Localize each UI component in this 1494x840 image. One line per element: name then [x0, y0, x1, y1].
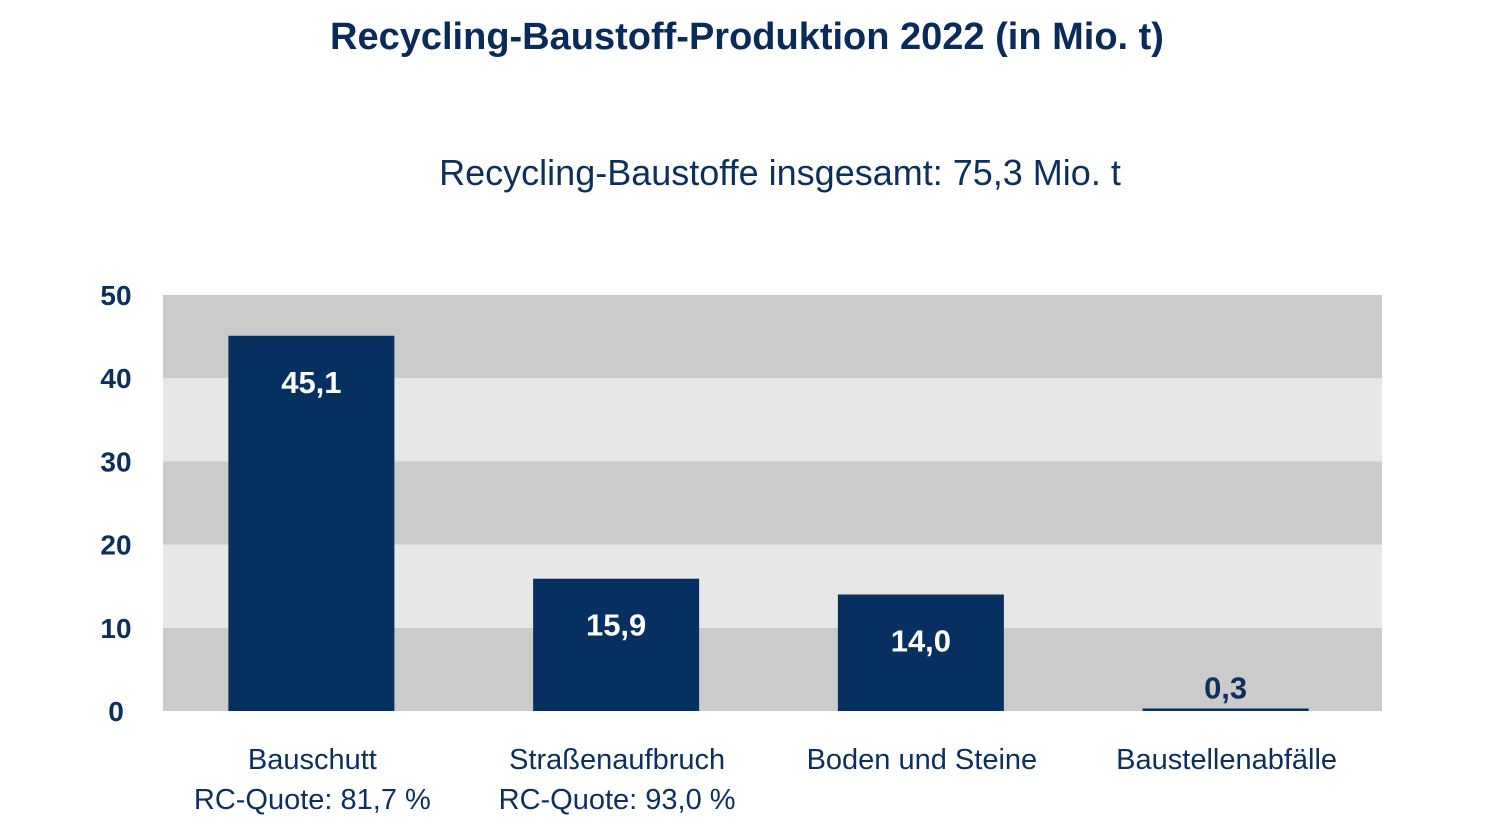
- bars: [228, 335, 1309, 711]
- category-note: RC-Quote: 93,0 %: [499, 784, 736, 816]
- y-tick-label: 20: [100, 530, 131, 561]
- category-label: Boden und Steine: [807, 744, 1038, 776]
- bar: [228, 335, 395, 711]
- category-label: Bauschutt: [248, 744, 377, 776]
- bar: [1142, 708, 1309, 711]
- data-label: 45,1: [281, 365, 341, 400]
- y-tick-label: 0: [108, 696, 124, 727]
- chart-title: Recycling-Baustoff-Produktion 2022 (in M…: [330, 16, 1164, 58]
- bar: [837, 594, 1004, 711]
- category-label: Baustellenabfälle: [1116, 744, 1337, 776]
- data-label: 15,9: [586, 608, 646, 643]
- y-axis-ticks: 0 10 20 30 40 50: [100, 280, 131, 727]
- value-labels: 45,1 15,9 14,0 0,3: [281, 365, 1247, 706]
- data-label: 0,3: [1204, 671, 1247, 706]
- y-tick-label: 50: [100, 280, 131, 311]
- chart-subtitle: Recycling-Baustoffe insgesamt: 75,3 Mio.…: [439, 152, 1121, 193]
- data-label: 14,0: [891, 624, 951, 659]
- category-labels: Bauschutt RC-Quote: 81,7 % Straßenaufbruch…: [194, 744, 1337, 816]
- category-label: Straßenaufbruch: [509, 744, 725, 776]
- y-tick-label: 30: [100, 446, 131, 477]
- category-note: RC-Quote: 81,7 %: [194, 784, 431, 816]
- y-tick-label: 40: [100, 363, 131, 394]
- bar: [533, 578, 700, 711]
- y-tick-label: 10: [100, 613, 131, 644]
